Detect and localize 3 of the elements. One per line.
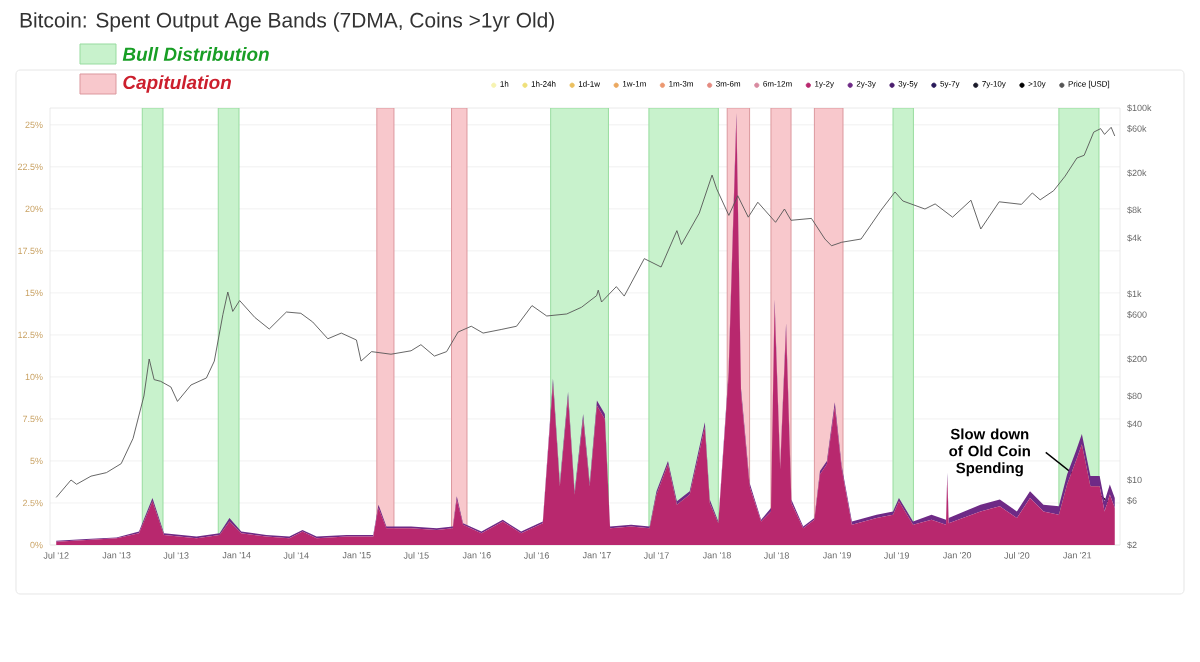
chart-title: Bitcoin: Spent Output Age Bands (7DMA, Coins >1yr Old) [20,12,554,32]
legend-label: Capitulation [123,75,231,93]
legend-label: Bull Distribution [122,47,269,61]
